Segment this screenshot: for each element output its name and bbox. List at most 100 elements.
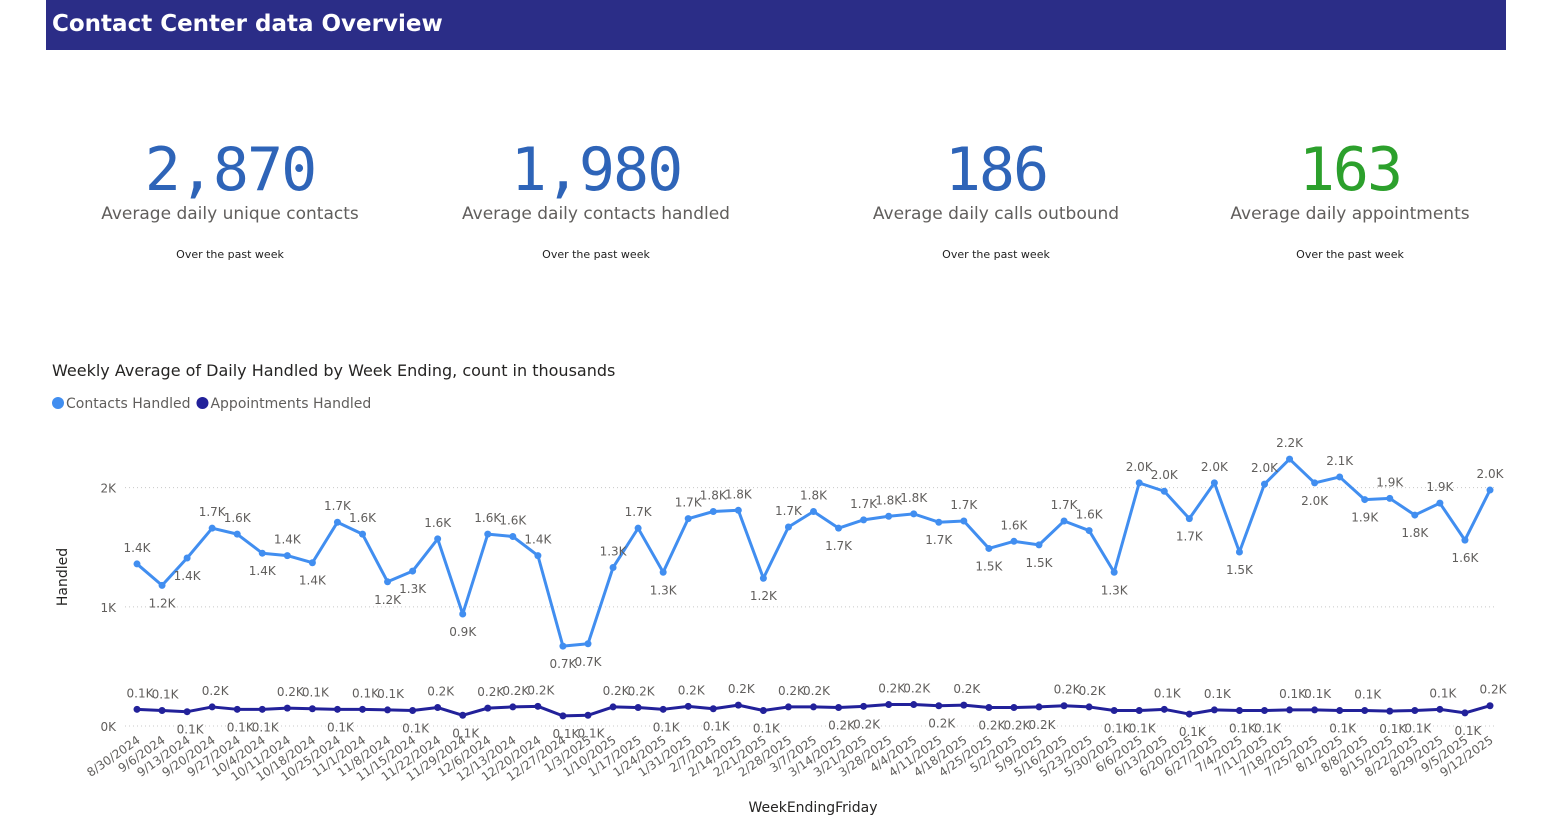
kpi-card: 163 Average daily appointments Over the pa…: [1150, 130, 1550, 261]
data-point: [709, 705, 717, 713]
data-label: 2.0K: [1301, 494, 1329, 508]
data-point: [1185, 710, 1193, 718]
y-axis-label: Handled: [55, 548, 71, 606]
data-point: [1361, 496, 1369, 504]
data-point: [684, 702, 692, 710]
data-point: [484, 530, 492, 538]
data-label: 2.0K: [1251, 461, 1279, 475]
data-point: [1110, 707, 1118, 715]
data-label: 1.8K: [800, 489, 828, 503]
data-point: [1010, 537, 1018, 545]
series-line: [136, 457, 1492, 648]
data-label: 1.3K: [600, 545, 628, 559]
data-point: [684, 515, 692, 523]
data-label: 1.4K: [249, 564, 277, 578]
data-label: 1.8K: [875, 493, 903, 507]
data-label: 0.2K: [803, 684, 831, 698]
data-point: [559, 712, 567, 720]
data-label: 0.9K: [449, 625, 477, 639]
data-point: [860, 702, 868, 710]
data-label: 0.2K: [903, 682, 931, 696]
data-label: 0.2K: [1054, 683, 1082, 697]
data-point: [359, 530, 366, 538]
kpi-label: Average daily calls outbound: [872, 204, 1120, 224]
data-point: [384, 578, 392, 586]
data-label: 0.2K: [678, 683, 706, 697]
data-point: [659, 568, 667, 576]
data-label: 1.6K: [349, 511, 377, 525]
data-point: [885, 701, 893, 709]
data-label: 1.6K: [474, 511, 502, 525]
data-point: [810, 703, 817, 711]
data-label: 0.1K: [1429, 686, 1457, 700]
data-label: 0.7K: [575, 655, 603, 669]
data-point: [1361, 707, 1369, 715]
data-label: 0.1K: [1379, 722, 1407, 736]
data-point: [509, 533, 517, 541]
data-point: [734, 506, 742, 514]
kpi-label: Average daily unique contacts: [101, 204, 359, 224]
data-label: 2.1K: [1326, 454, 1354, 468]
data-point: [1436, 499, 1444, 507]
data-label: 0.1K: [127, 686, 155, 700]
data-label: 1.6K: [1076, 508, 1104, 522]
data-point: [1336, 707, 1344, 715]
data-label: 2.2K: [1276, 436, 1304, 450]
data-point: [1060, 517, 1068, 525]
data-point: [1336, 473, 1344, 481]
kpi-label: Average daily contacts handled: [462, 204, 730, 224]
data-point: [784, 523, 792, 531]
data-label: 1.2K: [149, 596, 177, 610]
data-point: [1185, 515, 1193, 523]
data-point: [1160, 705, 1168, 713]
data-label: 0.2K: [878, 682, 906, 696]
y-tick-label: 0K: [100, 720, 117, 734]
data-point: [1461, 536, 1469, 544]
data-label: 1.7K: [775, 504, 803, 518]
data-label: 0.1K: [452, 726, 480, 740]
data-point: [233, 705, 241, 713]
data-label: 0.2K: [853, 717, 881, 731]
kpi-value: 2,870: [144, 135, 318, 205]
data-point: [434, 704, 442, 712]
data-point: [634, 704, 642, 712]
data-label: 0.1K: [753, 722, 781, 736]
data-label: 1.6K: [499, 514, 527, 528]
data-point: [759, 707, 767, 715]
data-label: 1.7K: [199, 505, 227, 519]
data-label: 1.4K: [274, 533, 302, 547]
data-point: [534, 702, 542, 710]
data-point: [935, 702, 943, 710]
data-label: 1.4K: [124, 541, 152, 555]
data-point: [1286, 455, 1294, 463]
data-point: [333, 518, 341, 526]
data-point: [484, 704, 492, 712]
data-point: [634, 524, 642, 532]
data-label: 1.7K: [825, 539, 853, 553]
data-label: 0.1K: [578, 726, 606, 740]
data-point: [1210, 706, 1218, 714]
data-point: [434, 535, 442, 543]
kpi-card: 186 Average daily calls outbound Over the …: [796, 130, 1196, 261]
data-label: 0.2K: [778, 684, 806, 698]
data-point: [1135, 707, 1143, 715]
data-label: 1.7K: [324, 499, 352, 513]
data-label: 0.1K: [1154, 686, 1182, 700]
legend-marker: [196, 397, 209, 409]
y-tick-label: 2K: [100, 482, 117, 496]
data-point: [283, 552, 291, 560]
data-label: 0.2K: [502, 684, 530, 698]
data-point: [1411, 707, 1419, 715]
data-point: [1261, 480, 1268, 488]
kpi-value: 186: [944, 135, 1049, 205]
data-point: [183, 554, 191, 562]
data-point: [233, 530, 241, 538]
data-point: [860, 516, 868, 524]
data-point: [810, 508, 817, 515]
data-label: 0.7K: [549, 657, 577, 671]
data-label: 0.2K: [1029, 718, 1057, 732]
data-point: [509, 703, 517, 711]
data-point: [584, 640, 592, 648]
data-point: [1060, 702, 1068, 710]
data-point: [985, 704, 993, 712]
